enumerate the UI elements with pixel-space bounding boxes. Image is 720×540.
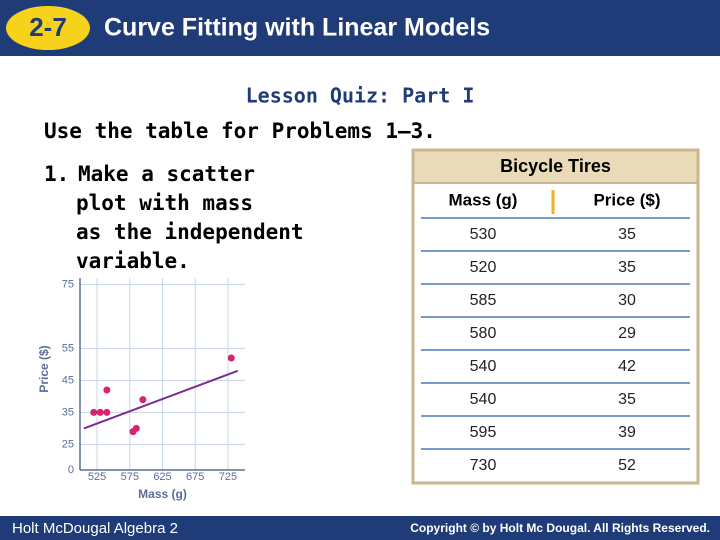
y-tick-label: 35 (62, 406, 74, 418)
table-cell: 29 (618, 325, 636, 342)
point (103, 386, 111, 394)
point (129, 428, 137, 436)
instructions: Use the table for Problems 1–3. (44, 119, 436, 143)
lesson-badge (6, 6, 90, 50)
table-cell: 540 (470, 391, 497, 408)
point (103, 408, 111, 416)
table-cell: 580 (470, 325, 497, 342)
table-cell: 530 (470, 226, 497, 243)
y-tick-label: 45 (62, 374, 74, 386)
table-header: Price ($) (593, 190, 660, 209)
table-cell: 520 (470, 259, 497, 276)
table-cell: 42 (618, 358, 636, 375)
trend-line (83, 369, 239, 430)
problem-number: 1. (44, 162, 69, 186)
point (139, 396, 147, 404)
table-cell: 35 (618, 226, 636, 243)
table-cell: 35 (618, 391, 636, 408)
table-cell: 595 (470, 424, 497, 441)
origin-label: 0 (68, 464, 74, 476)
footer-right: Copyright © by Holt Mc Dougal. All Right… (410, 521, 710, 535)
x-axis-label: Mass (g) (138, 487, 187, 501)
table-border (411, 148, 700, 485)
footer-bar (0, 516, 720, 540)
table-cell: 52 (618, 457, 636, 474)
subtitle: Lesson Quiz: Part I (246, 84, 475, 108)
problem-line: variable. (76, 249, 190, 273)
x-tick-label: 625 (153, 471, 171, 483)
y-tick-label: 75 (62, 278, 74, 290)
footer-left: Holt McDougal Algebra 2 (12, 520, 178, 537)
problem-line: as the independent (76, 220, 304, 244)
x-tick-label: 525 (88, 471, 106, 483)
y-axis-label: Price ($) (37, 345, 51, 392)
table-cell: 39 (618, 424, 636, 441)
table-cell: 30 (618, 292, 636, 309)
x-tick-label: 675 (186, 471, 204, 483)
y-tick-label: 25 (62, 438, 74, 450)
x-tick-label: 725 (219, 471, 237, 483)
table-cell: 35 (618, 259, 636, 276)
x-tick-label: 575 (121, 471, 139, 483)
y-tick-label: 55 (62, 342, 74, 354)
point (90, 408, 98, 416)
point (227, 354, 235, 362)
table-title: Bicycle Tires (500, 156, 611, 176)
table-header: Mass (g) (449, 190, 518, 209)
header-bar (0, 0, 720, 56)
point (96, 408, 104, 416)
table-cell: 540 (470, 358, 497, 375)
problem-line: Make a scatter (78, 162, 255, 186)
table-cell: 585 (470, 292, 497, 309)
lesson-number: 2-7 (29, 12, 67, 42)
table-cell: 730 (470, 457, 497, 474)
table-title-bg (413, 150, 698, 183)
header-title: Curve Fitting with Linear Models (104, 14, 490, 42)
problem-line: plot with mass (76, 191, 253, 215)
